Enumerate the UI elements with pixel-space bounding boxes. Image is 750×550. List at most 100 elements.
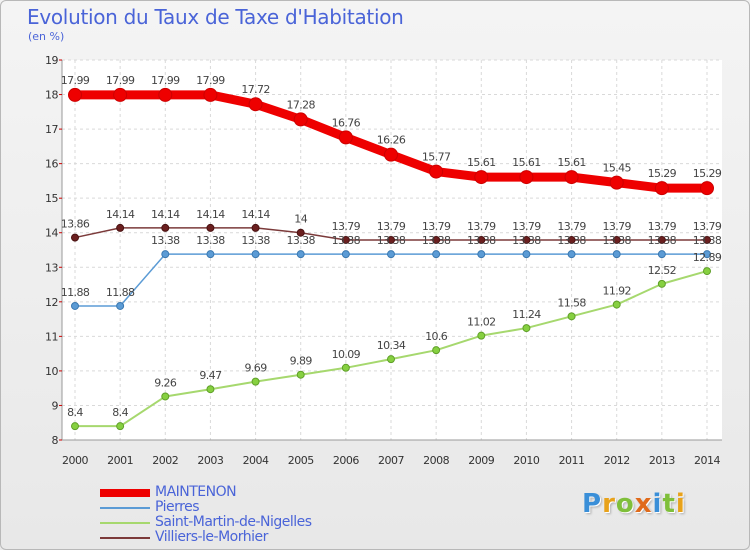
data-label: 13.79 [648, 220, 677, 233]
data-point [341, 235, 350, 244]
data-point [158, 87, 173, 102]
data-point [116, 422, 125, 431]
y-tick-label: 17 [45, 123, 58, 136]
data-label: 15.61 [557, 156, 586, 169]
data-point [387, 250, 395, 259]
data-point [251, 377, 260, 386]
data-point [251, 250, 260, 259]
data-point [703, 235, 711, 244]
data-point [567, 312, 576, 321]
data-point [387, 235, 395, 244]
data-label: 13.38 [602, 234, 631, 247]
chart-title: Evolution du Taux de Taxe d'Habitation [27, 5, 404, 29]
x-tick-label: 2003 [197, 454, 223, 467]
data-label: 13.38 [151, 234, 180, 247]
legend-swatch [100, 507, 150, 509]
data-label: 13.38 [332, 234, 361, 247]
legend-label: Pierres [155, 499, 200, 515]
data-label: 13.79 [332, 220, 361, 233]
data-label: 17.99 [196, 74, 225, 87]
y-tick-label: 12 [45, 296, 58, 309]
y-tick-label: 11 [45, 330, 58, 343]
data-point [296, 250, 305, 259]
legend-swatch [100, 537, 150, 539]
data-label: 8.4 [112, 406, 128, 419]
data-label: 13.38 [557, 234, 586, 247]
data-point [703, 250, 711, 259]
x-tick-label: 2012 [604, 454, 630, 467]
chart-unit-label: (en %) [28, 30, 65, 43]
data-label: 9.69 [245, 362, 268, 375]
data-label: 14 [294, 213, 307, 226]
y-tick-label: 16 [45, 158, 58, 171]
data-label: 17.99 [151, 74, 180, 87]
data-label: 15.29 [693, 167, 722, 180]
data-label: 17.72 [241, 83, 270, 96]
data-label: 16.76 [332, 116, 361, 129]
data-label: 16.26 [377, 134, 406, 147]
data-point [477, 250, 486, 259]
data-point [206, 250, 215, 259]
data-point [654, 181, 669, 196]
proxiti-logo: Proxiti [582, 489, 686, 519]
x-tick-label: 2001 [107, 454, 133, 467]
data-label: 17.99 [106, 74, 135, 87]
data-point [612, 235, 621, 244]
data-label: 9.89 [290, 355, 313, 368]
y-tick-label: 9 [52, 399, 59, 412]
data-label: 13.38 [648, 234, 677, 247]
data-label: 13.86 [61, 218, 90, 231]
data-point [338, 130, 353, 145]
data-label: 13.38 [693, 234, 722, 247]
data-label: 13.79 [512, 220, 541, 233]
data-label: 15.61 [467, 156, 496, 169]
data-label: 13.38 [241, 234, 270, 247]
data-point [116, 223, 125, 232]
data-point [68, 87, 82, 102]
data-point [567, 235, 576, 244]
data-point [612, 250, 621, 259]
data-label: 15.77 [422, 151, 451, 164]
data-point [251, 223, 260, 232]
data-label: 13.38 [377, 234, 406, 247]
data-label: 15.45 [602, 162, 631, 175]
data-label: 13.38 [196, 234, 225, 247]
data-point [161, 250, 170, 259]
x-tick-label: 2007 [378, 454, 404, 467]
data-point [657, 250, 666, 259]
data-label: 12.52 [648, 264, 677, 277]
data-label: 13.79 [422, 220, 451, 233]
legend-label: Villiers-le-Morhier [155, 529, 268, 545]
data-point [341, 250, 350, 259]
data-label: 13.79 [377, 220, 406, 233]
data-point [474, 170, 489, 185]
x-tick-label: 2013 [649, 454, 675, 467]
data-point [522, 324, 531, 333]
y-tick-label: 14 [45, 227, 58, 240]
data-label: 9.47 [199, 369, 222, 382]
data-label: 9.26 [154, 376, 177, 389]
data-label: 11.88 [61, 286, 90, 299]
data-label: 10.34 [377, 339, 406, 352]
data-point [522, 250, 531, 259]
data-point [477, 331, 486, 340]
data-point [432, 346, 441, 355]
data-label: 13.38 [286, 234, 315, 247]
data-point [293, 112, 308, 127]
x-tick-label: 2002 [152, 454, 178, 467]
data-point [387, 355, 395, 364]
x-tick-label: 2005 [288, 454, 314, 467]
data-point [206, 385, 215, 394]
data-label: 11.02 [467, 316, 496, 329]
legend-label: MAINTENON [155, 484, 237, 500]
data-label: 15.61 [512, 156, 541, 169]
data-point [248, 97, 263, 112]
data-label: 13.38 [422, 234, 451, 247]
data-label: 14.14 [196, 208, 225, 221]
data-label: 11.24 [512, 308, 541, 321]
data-point [384, 147, 398, 162]
x-tick-label: 2000 [62, 454, 88, 467]
legend-swatch [100, 522, 150, 524]
data-point [612, 300, 621, 309]
data-label: 11.58 [557, 296, 586, 309]
